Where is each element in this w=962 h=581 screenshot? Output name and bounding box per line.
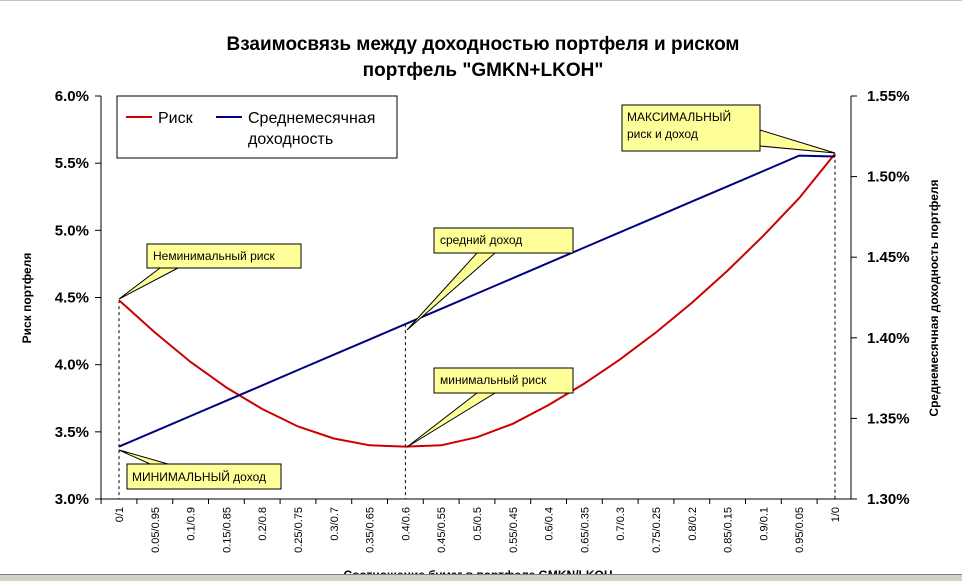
x-tick-label: 0.3/0.7 — [329, 507, 341, 541]
x-tick-label: 0.2/0.8 — [257, 507, 269, 541]
chart-subtitle: портфель "GMKN+LKOH" — [363, 60, 604, 81]
y-axis-label: Риск портфеля — [20, 253, 34, 344]
callout-text: МИНИМАЛЬНЫЙ доход — [132, 469, 266, 484]
x-tick-label: 0.6/0.4 — [544, 507, 556, 541]
callout-minimal-risk: минимальный риск — [406, 367, 574, 448]
x-tick-label: 0/1 — [114, 507, 126, 522]
right-tick-label: 1.30% — [867, 491, 910, 508]
x-tick-label: 0.95/0.05 — [794, 507, 806, 553]
callout-text: Неминимальный риск — [153, 249, 275, 263]
right-tick-label: 1.50% — [867, 169, 910, 186]
sheet-tabs-strip[interactable] — [0, 574, 962, 581]
x-tick-label: 0.4/0.6 — [400, 507, 412, 541]
x-tick-label: 0.8/0.2 — [687, 507, 699, 541]
right-tick-label: 1.40% — [867, 330, 910, 347]
x-tick-label: 0.45/0.55 — [436, 507, 448, 553]
callout-average-return: средний доход — [406, 227, 574, 331]
legend-label-risk: Риск — [158, 110, 194, 127]
callout-text: средний доход — [440, 233, 522, 247]
callout-text: МАКСИМАЛЬНЫЙ — [627, 109, 731, 124]
x-tick-label: 1/0 — [830, 507, 842, 522]
x-tick-label: 0.9/0.1 — [758, 507, 770, 541]
x-tick-label: 0.85/0.15 — [723, 507, 735, 553]
x-tick-label: 0.15/0.85 — [221, 507, 233, 553]
right-tick-label: 1.55% — [867, 88, 910, 105]
x-tick-label: 0.75/0.25 — [651, 507, 663, 553]
x-tick-label: 0.5/0.5 — [472, 507, 484, 541]
left-tick-label: 4.0% — [55, 357, 89, 374]
callout-maximal-risk-return: МАКСИМАЛЬНЫЙ риск и доход — [621, 104, 836, 154]
left-tick-label: 5.0% — [55, 222, 89, 239]
right-axis: 1.55% 1.50% 1.45% 1.40% 1.35% 1.30% — [850, 88, 910, 508]
left-tick-label: 5.5% — [55, 155, 89, 172]
legend-label-return: Среднемесячная — [248, 110, 375, 127]
x-axis: 0/1 0.05/0.95 0.1/0.9 0.15/0.85 0.2/0.8 0.25/… — [100, 498, 851, 553]
legend-box — [116, 95, 398, 159]
left-axis: 6.0% 5.5% 5.0% 4.5% 4.0% 3.5% 3.0% — [55, 88, 102, 508]
x-tick-label: 0.25/0.75 — [293, 507, 305, 553]
x-tick-label: 0.1/0.9 — [186, 507, 198, 541]
callout-nonminimal-risk: Неминимальный риск — [118, 243, 302, 300]
legend: Риск Среднемесячная доходность — [116, 95, 398, 159]
series-layer — [118, 153, 836, 448]
right-tick-label: 1.35% — [867, 410, 910, 427]
left-tick-label: 6.0% — [55, 88, 89, 105]
x-tick-label: 0.05/0.95 — [150, 507, 162, 553]
callout-text: минимальный риск — [440, 373, 547, 387]
x-tick-label: 0.7/0.3 — [615, 507, 627, 541]
callout-minimal-return: МИНИМАЛЬНЫЙ доход — [118, 449, 282, 490]
right-tick-label: 1.45% — [867, 249, 910, 266]
x-tick-label: 0.55/0.45 — [508, 507, 520, 553]
callout-text-line2: риск и доход — [627, 127, 698, 141]
y2-axis-label: Среднемесячная доходность портфеля — [927, 179, 941, 416]
left-tick-label: 3.5% — [55, 424, 89, 441]
chart-title: Взаимосвязь между доходностью портфеля и… — [227, 34, 740, 55]
series-return-line — [118, 154, 836, 448]
left-tick-label: 3.0% — [55, 491, 89, 508]
legend-label-return-line2: доходность — [248, 131, 333, 148]
drop-lines — [118, 153, 836, 499]
x-tick-label: 0.65/0.35 — [579, 507, 591, 553]
x-tick-label: 0.35/0.65 — [365, 507, 377, 553]
left-tick-label: 4.5% — [55, 290, 89, 307]
plot-area — [101, 96, 851, 499]
